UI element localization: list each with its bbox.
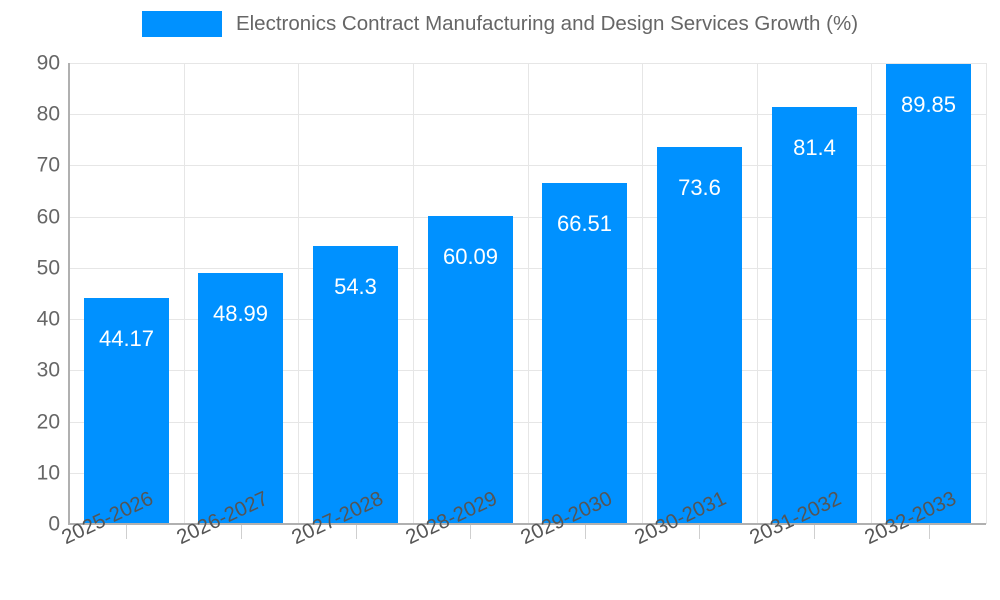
y-axis-tick-label: 60 — [36, 205, 60, 229]
bar-value-label: 73.6 — [678, 175, 721, 200]
y-axis-tick-label: 40 — [36, 307, 60, 331]
gridline-horizontal — [69, 268, 986, 269]
x-axis-tick-label: 2025-2026 — [58, 486, 157, 550]
x-axis-tick-mark — [470, 525, 471, 539]
gridline-horizontal — [69, 422, 986, 423]
gridline-vertical — [528, 63, 529, 524]
bar[interactable]: 48.99 — [198, 273, 283, 524]
gridline-vertical — [871, 63, 872, 524]
bar[interactable]: 73.6 — [657, 147, 742, 524]
bar-value-label: 48.99 — [212, 301, 269, 326]
bar[interactable]: 54.3 — [313, 246, 398, 524]
y-axis-tick-label: 90 — [36, 51, 60, 75]
x-axis-tick-mark — [585, 525, 586, 539]
legend-label: Electronics Contract Manufacturing and D… — [235, 11, 859, 35]
y-axis-tick-label: 70 — [36, 153, 60, 177]
x-axis-tick-label: 2029-2030 — [517, 486, 616, 550]
bar-value-label: 60.09 — [442, 244, 499, 269]
gridline-horizontal — [69, 319, 986, 320]
x-axis-line — [69, 523, 986, 525]
x-axis-tick-label: 2028-2029 — [402, 486, 501, 550]
gridline-horizontal — [69, 473, 986, 474]
x-axis-tick-label: 2027-2028 — [288, 486, 387, 550]
legend-color-swatch — [141, 11, 222, 37]
x-axis-tick-label: 2030-2031 — [631, 486, 730, 550]
gridline-horizontal — [69, 63, 986, 64]
bar-value-label: 81.4 — [793, 135, 836, 160]
gridline-vertical — [642, 63, 643, 524]
x-axis-tick-mark — [241, 525, 242, 539]
y-axis-tick-label: 80 — [36, 102, 60, 126]
x-axis-tick-mark — [126, 525, 127, 539]
x-axis-tick-label: 2032-2033 — [861, 486, 960, 550]
x-axis-tick-mark — [814, 525, 815, 539]
y-axis-tick-label: 10 — [36, 461, 60, 485]
x-axis-tick-mark — [929, 525, 930, 539]
bar-value-label: 66.51 — [556, 211, 613, 236]
gridline-vertical — [986, 63, 987, 524]
y-axis-tick-label: 30 — [36, 358, 60, 382]
plot-area: 44.17 48.99 54.3 60.09 66.51 73.6 81.4 89.85 — [69, 63, 987, 525]
y-axis-tick-label: 0 — [48, 512, 60, 536]
chart-legend: Electronics Contract Manufacturing and D… — [0, 0, 1000, 48]
bar-value-label: 89.85 — [900, 92, 957, 117]
bar[interactable]: 89.85 — [886, 64, 971, 524]
y-axis-line — [68, 63, 70, 525]
y-axis-tick-label: 50 — [36, 256, 60, 280]
gridline-horizontal — [69, 370, 986, 371]
x-axis-tick-mark — [356, 525, 357, 539]
gridline-vertical — [757, 63, 758, 524]
bar-value-label: 54.3 — [334, 274, 377, 299]
legend-entry[interactable]: Electronics Contract Manufacturing and D… — [141, 11, 859, 37]
bar[interactable]: 44.17 — [84, 298, 169, 524]
bar[interactable]: 66.51 — [542, 183, 627, 524]
gridline-vertical — [184, 63, 185, 524]
bar[interactable]: 81.4 — [772, 107, 857, 524]
x-axis-tick-label: 2026-2027 — [173, 486, 272, 550]
gridline-horizontal — [69, 217, 986, 218]
y-axis-tick-labels: 0 10 20 30 40 50 60 70 80 90 — [0, 0, 60, 600]
gridline-horizontal — [69, 114, 986, 115]
x-axis-tick-label: 2031-2032 — [746, 486, 845, 550]
gridline-horizontal — [69, 165, 986, 166]
bar-value-label: 44.17 — [98, 326, 155, 351]
y-axis-tick-label: 20 — [36, 410, 60, 434]
bar[interactable]: 60.09 — [428, 216, 513, 524]
x-axis-tick-mark — [699, 525, 700, 539]
gridline-vertical — [298, 63, 299, 524]
gridline-vertical — [413, 63, 414, 524]
